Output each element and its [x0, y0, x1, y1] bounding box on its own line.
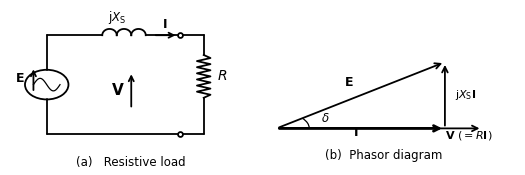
Text: j$X_\mathsf{S}\mathbf{I}$: j$X_\mathsf{S}\mathbf{I}$	[455, 88, 477, 102]
Text: $\mathbf{V}$ $(= R\mathbf{I})$: $\mathbf{V}$ $(= R\mathbf{I})$	[445, 129, 492, 142]
Text: $\mathbf{E}$: $\mathbf{E}$	[344, 76, 354, 89]
Text: $R$: $R$	[217, 69, 227, 83]
Text: $\mathbf{I}$: $\mathbf{I}$	[353, 127, 359, 139]
Text: $\delta$: $\delta$	[321, 113, 330, 125]
Text: $\mathbf{V}$: $\mathbf{V}$	[111, 82, 125, 98]
Text: (b)  Phasor diagram: (b) Phasor diagram	[326, 149, 443, 162]
Text: (a)   Resistive load: (a) Resistive load	[77, 156, 186, 169]
Text: $\mathbf{I}$: $\mathbf{I}$	[162, 18, 168, 31]
Text: j$X_\mathsf{S}$: j$X_\mathsf{S}$	[108, 9, 126, 26]
Text: $\mathbf{E}$: $\mathbf{E}$	[15, 72, 25, 85]
